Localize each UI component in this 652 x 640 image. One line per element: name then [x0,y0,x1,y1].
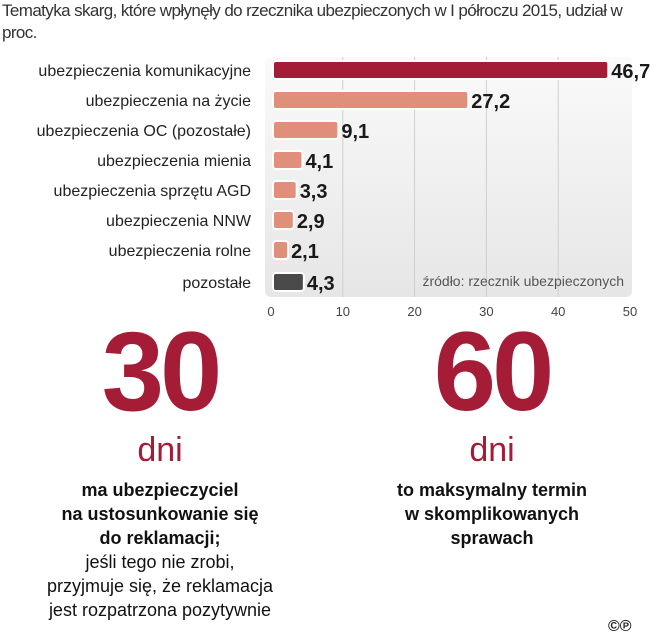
data-label: 27,2 [471,91,510,113]
bar-chart: 0 10 20 30 40 50 ubezpieczenia komunikacyjne 46… [37,57,650,319]
category-label: ubezpieczenia mienia [97,153,251,170]
desc-line: w skomplikowanych [404,504,580,524]
bar [272,210,295,230]
fact-number-60: 60 [433,309,555,434]
bar [272,90,470,110]
chart-title: Tematyka skarg, które wpłynęły do rzeczn… [2,1,623,42]
category-label: pozostałe [183,275,252,292]
category-label: ubezpieczenia NNW [106,213,252,230]
desc-line: przyjmuje się, że reklamacja [46,576,274,596]
fact-description: ma ubezpieczyciel na ustosunkowanie się … [0,478,320,622]
desc-line: do reklamacji; [99,528,221,548]
fact-unit: dni [137,431,183,469]
bar [272,60,610,80]
data-label: 3,3 [300,181,328,203]
bar [272,240,290,260]
desc-line: jeśli tego nie zrobi, [85,552,235,572]
bar [272,180,298,200]
fact-number-30: 30 [101,309,223,434]
fact-unit: dni [469,431,515,469]
category-label: ubezpieczenia na życie [86,93,252,110]
desc-line: sprawach [450,528,534,548]
bar [272,272,305,292]
x-tick-label: 40 [551,304,565,319]
x-tick-label: 20 [407,304,421,319]
bar [272,120,340,140]
data-label: 2,9 [297,211,325,233]
publisher-logo: ©℗ [608,618,632,635]
x-tick-label: 30 [479,304,493,319]
bar [272,150,304,170]
desc-line: ma ubezpieczyciel [81,480,239,500]
source-note: źródło: rzecznik ubezpieczonych [422,273,624,289]
data-label: 2,1 [291,241,319,263]
desc-line: to maksymalny termin [396,480,588,500]
category-label: ubezpieczenia OC (pozostałe) [37,123,251,140]
fact-description: to maksymalny termin w skomplikowanych s… [342,478,642,550]
x-tick-label: 50 [623,304,637,319]
data-label: 4,1 [305,151,333,173]
data-label: 46,7 [611,61,650,83]
category-label: ubezpieczenia sprzętu AGD [54,183,251,200]
data-label: 9,1 [341,121,369,143]
category-label: ubezpieczenia komunikacyjne [38,63,251,80]
desc-line: na ustosunkowanie się [61,504,259,524]
data-label: 4,3 [307,273,335,295]
x-tick-label: 10 [336,304,350,319]
x-tick-label: 0 [267,304,274,319]
category-label: ubezpieczenia rolne [109,243,251,260]
desc-line: jest rozpatrzona pozytywnie [48,600,272,620]
